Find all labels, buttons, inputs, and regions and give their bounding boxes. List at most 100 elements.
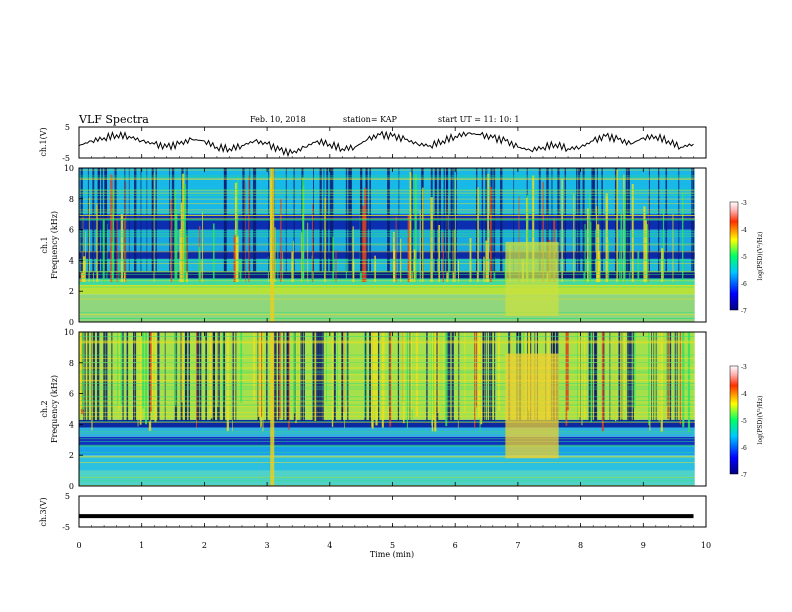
ytick-label: 8 (69, 359, 74, 368)
tone-line (79, 284, 706, 286)
tone-line (79, 278, 706, 279)
noise-streak (648, 194, 650, 282)
xtick-label: 4 (327, 541, 332, 550)
noise-streak (217, 332, 219, 407)
noise-streak (375, 332, 378, 426)
noise-streak (402, 332, 405, 424)
noise-streak (490, 332, 493, 422)
tone-line (79, 370, 706, 372)
noise-streak (478, 332, 481, 409)
tone-line (79, 476, 706, 478)
noise-streak (653, 332, 655, 422)
ch1-spectrogram (79, 168, 706, 322)
noise-streak (614, 332, 617, 422)
ch3-waveform-panel: ch.3(V) 5 -5 (39, 492, 707, 532)
noise-streak (299, 332, 301, 402)
tone-line (79, 217, 706, 219)
tone-line (79, 456, 706, 458)
noise-streak (632, 332, 635, 422)
noise-streak (322, 332, 324, 422)
noise-streak (237, 177, 239, 282)
tone-line (79, 298, 706, 300)
noise-streak (489, 332, 491, 422)
noise-streak (84, 332, 86, 422)
noise-streak (335, 249, 337, 282)
noise-streak (413, 249, 416, 282)
noise-streak (235, 332, 237, 422)
tone-line (79, 383, 706, 384)
noise-streak (589, 194, 591, 282)
spec1-colorbar-ticks: -3 -4 -5 -6 -7 (741, 200, 747, 315)
noise-streak (182, 173, 185, 282)
spec2-channel-label: ch.2 (40, 400, 49, 417)
noise-streak (389, 332, 392, 427)
tone-line (79, 444, 706, 446)
noise-streak (174, 189, 177, 282)
xtick-label: 3 (265, 541, 270, 550)
tone-line (79, 342, 706, 343)
ch1-waveform-panel: ch.1(V) 5 -5 (39, 123, 707, 163)
tone-line (79, 379, 706, 381)
noise-streak (307, 222, 309, 282)
noise-streak (383, 332, 385, 420)
noise-streak (619, 252, 621, 282)
ch3-frame (78, 495, 707, 528)
noise-streak (175, 209, 178, 282)
noise-streak (302, 177, 305, 282)
ytick-label: 2 (69, 287, 74, 296)
noise-streak (437, 332, 440, 413)
tone-line (79, 441, 706, 442)
noise-streak (82, 256, 86, 282)
noise-streak (295, 332, 297, 424)
tone-line (79, 243, 706, 244)
tone-line (79, 271, 706, 273)
noise-streak (253, 332, 256, 402)
noise-streak (526, 197, 528, 282)
tone-line (79, 260, 706, 261)
noise-streak (489, 186, 492, 282)
noise-streak (96, 332, 100, 422)
noise-streak (300, 332, 302, 422)
noise-streak (373, 332, 376, 406)
noise-streak (195, 332, 197, 428)
noise-streak (96, 204, 99, 282)
tone-line (79, 342, 706, 344)
noise-streak (154, 332, 157, 423)
freq-band-2 (79, 278, 706, 286)
colorbar-tick-label: -4 (741, 227, 747, 234)
noise-streak (198, 246, 201, 282)
figure-title: VLF Spectra (78, 113, 149, 126)
noise-streak (426, 332, 428, 422)
noise-streak (455, 179, 456, 282)
noise-streak (623, 194, 626, 282)
ch1-ytick-top: 5 (65, 123, 70, 132)
noise-streak (584, 332, 586, 420)
tone-line (79, 354, 706, 356)
ch3-ytick-top: 5 (65, 492, 70, 501)
noise-streak (667, 332, 669, 420)
noise-streak (170, 199, 173, 282)
noise-streak (682, 193, 684, 282)
noise-streak (293, 240, 294, 282)
no-data-region (694, 332, 706, 486)
tone-line (79, 312, 706, 313)
tone-line (79, 203, 706, 205)
tone-line (79, 251, 706, 253)
spec1-colorbar-label: log(PSD)(V²/Hz) (757, 232, 764, 281)
noise-streak (324, 197, 326, 282)
noise-streak (660, 332, 663, 432)
noise-streak (345, 258, 347, 282)
noise-streak (312, 203, 314, 282)
noise-streak (103, 332, 105, 422)
noise-streak (260, 332, 262, 428)
tone-line (79, 446, 706, 447)
noise-streak (658, 332, 660, 422)
noise-streak (438, 224, 441, 282)
noise-streak (621, 332, 623, 420)
tone-line (79, 192, 706, 194)
ytick-label: 4 (69, 256, 74, 265)
series-line-ch.1(V) (78, 130, 694, 158)
tone-line (79, 177, 706, 178)
colorbar-tick-label: -3 (741, 364, 747, 371)
